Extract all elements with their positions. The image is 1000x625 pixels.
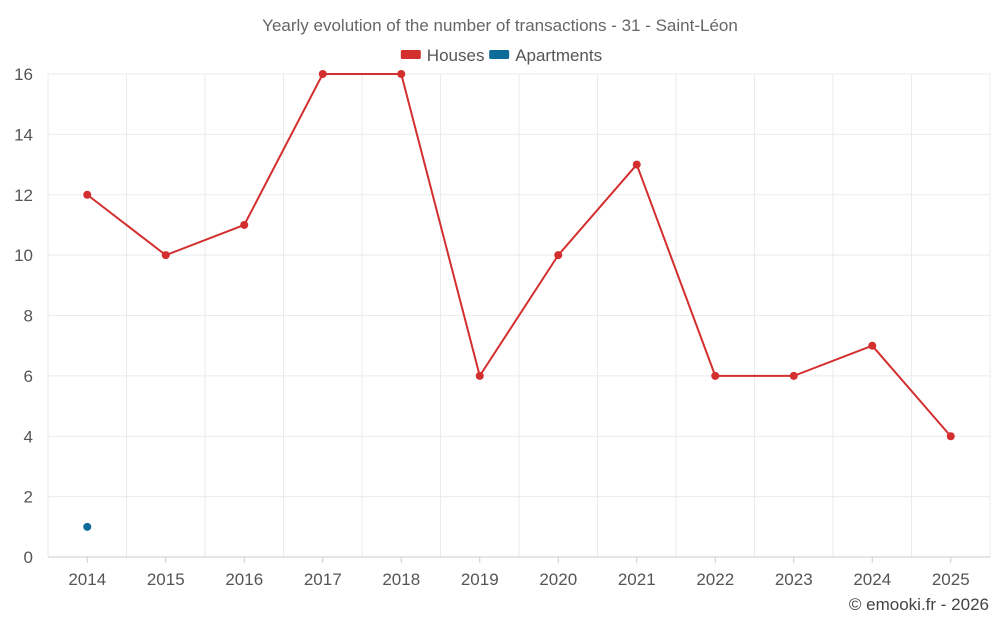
x-tick-label: 2025: [932, 570, 970, 589]
data-point-houses: [554, 251, 563, 260]
data-point-houses: [83, 190, 92, 199]
x-tick-label: 2015: [147, 570, 185, 589]
axes: 0 2 4 6 8 10 12 14 16 2014 2015 2016 2017 2018 2019 202…: [14, 65, 990, 589]
series-layer: [83, 70, 955, 531]
y-tick-label: 2: [24, 488, 33, 507]
y-tick-label: 14: [14, 125, 33, 144]
x-tick-label: 2020: [539, 570, 577, 589]
data-point-houses: [789, 371, 798, 380]
data-point-houses: [318, 70, 327, 78]
data-point-houses: [397, 70, 406, 78]
data-point-apartments: [83, 522, 92, 531]
x-tick-label: 2024: [853, 570, 891, 589]
credit: © emooki.fr - 2026: [849, 595, 989, 614]
legend-swatch-houses: [400, 50, 421, 59]
legend-label-houses: Houses: [427, 46, 485, 65]
x-tick-label: 2022: [696, 570, 734, 589]
x-tick-label: 2023: [775, 570, 813, 589]
grid: [47, 73, 991, 557]
x-tick-label: 2018: [382, 570, 420, 589]
x-tick-label: 2017: [304, 570, 342, 589]
legend[interactable]: Houses Apartments: [400, 46, 602, 65]
x-tick-label: 2019: [461, 570, 499, 589]
data-point-houses: [632, 160, 641, 169]
legend-item-apartments[interactable]: Apartments: [489, 46, 602, 65]
y-tick-label: 10: [14, 246, 33, 265]
data-point-houses: [475, 371, 484, 380]
x-tick-label: 2021: [618, 570, 656, 589]
y-tick-label: 4: [24, 427, 33, 446]
data-point-houses: [711, 371, 720, 380]
legend-item-houses[interactable]: Houses: [400, 46, 485, 65]
legend-label-apartments: Apartments: [515, 46, 602, 65]
chart-title: Yearly evolution of the number of transa…: [262, 16, 738, 35]
data-point-houses: [240, 220, 249, 229]
y-tick-label: 0: [24, 548, 33, 567]
series-line-houses: [86, 73, 952, 437]
y-tick-label: 12: [14, 186, 33, 205]
y-tick-label: 8: [24, 307, 33, 326]
x-tick-label: 2016: [225, 570, 263, 589]
data-point-houses: [868, 341, 877, 350]
x-tick-label: 2014: [68, 570, 106, 589]
data-point-houses: [161, 251, 170, 260]
legend-swatch-apartments: [489, 50, 510, 59]
y-tick-label: 16: [14, 65, 33, 84]
data-point-houses: [946, 432, 955, 441]
y-tick-label: 6: [24, 367, 33, 386]
